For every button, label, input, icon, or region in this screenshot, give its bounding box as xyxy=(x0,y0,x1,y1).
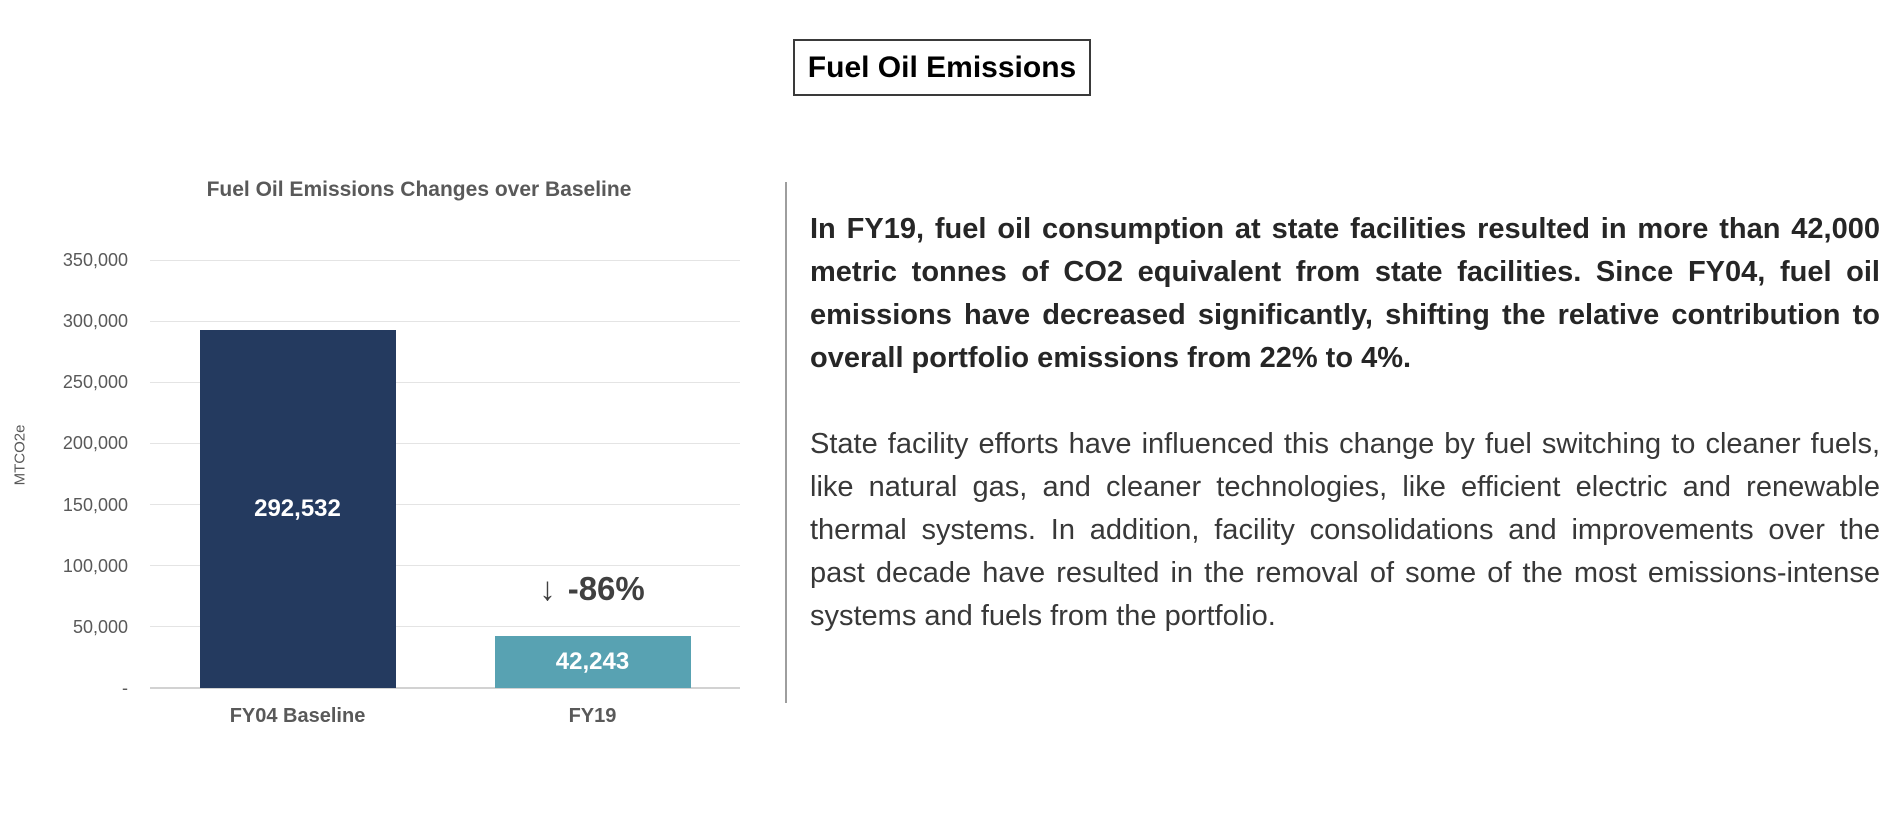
y-axis-tick-label: 250,000 xyxy=(62,372,128,393)
y-axis-tick-label: 100,000 xyxy=(62,555,128,576)
vertical-divider xyxy=(785,182,787,703)
gridline xyxy=(150,320,740,322)
narrative-paragraph-regular: State facility efforts have influenced t… xyxy=(810,428,1880,632)
decline-annotation: ↓ -86% xyxy=(442,565,742,613)
x-axis-category-label: FY04 Baseline xyxy=(229,705,366,727)
gridline xyxy=(150,565,740,567)
y-axis-tick-label: 200,000 xyxy=(62,433,128,454)
narrative-paragraph-bold: In FY19, fuel oil consumption at state f… xyxy=(810,213,1880,374)
page-title: Fuel Oil Emissions xyxy=(793,39,1091,96)
gridline xyxy=(150,442,740,444)
y-axis-tick-label: 300,000 xyxy=(62,311,128,332)
y-axis-tick-label: - xyxy=(122,678,128,698)
x-axis-category-label: FY19 xyxy=(568,705,617,727)
gridline xyxy=(150,381,740,383)
y-axis-tick-label: 350,000 xyxy=(62,250,128,270)
gridline xyxy=(150,259,740,261)
decline-annotation-label: -86% xyxy=(567,570,645,607)
gridline xyxy=(150,504,740,506)
bar-fy19: 42,243 xyxy=(494,636,691,688)
y-axis-tick-label: 50,000 xyxy=(72,616,128,637)
x-axis-line xyxy=(150,687,740,689)
bar-fy04-baseline: 292,532 xyxy=(199,330,396,688)
bar-value-label: 292,532 xyxy=(254,495,341,523)
down-arrow-icon: ↓ xyxy=(539,570,556,607)
chart-title: Fuel Oil Emissions Changes over Baseline xyxy=(206,178,632,201)
bar-chart: Fuel Oil Emissions Changes over Baseline… xyxy=(0,150,775,760)
narrative-text-panel: In FY19, fuel oil consumption at state f… xyxy=(810,208,1880,681)
gridline xyxy=(150,626,740,628)
bar-value-label: 42,243 xyxy=(555,648,630,676)
y-axis-tick-label: 150,000 xyxy=(62,494,128,515)
page-title-label: Fuel Oil Emissions xyxy=(807,50,1077,84)
